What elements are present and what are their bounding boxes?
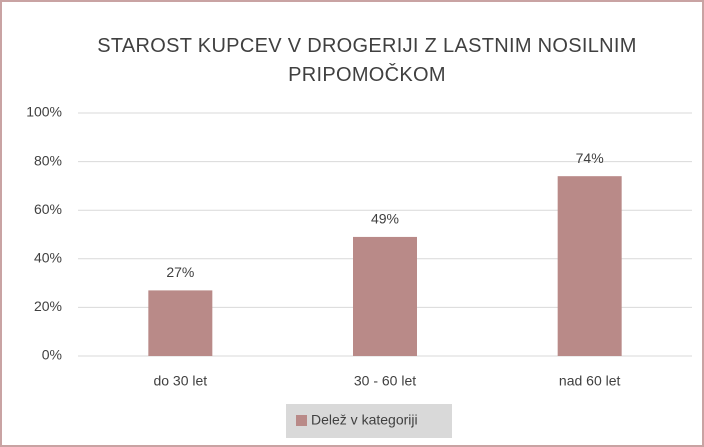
bar: [353, 236, 417, 356]
data-label: 74%: [576, 150, 604, 166]
data-label: 27%: [166, 264, 194, 280]
y-tick-label: 100%: [26, 104, 62, 120]
legend-swatch: [296, 415, 307, 426]
bar: [148, 290, 213, 356]
y-tick-label: 0%: [42, 347, 62, 363]
y-tick-label: 60%: [34, 201, 62, 217]
x-tick-label: 30 - 60 let: [354, 373, 416, 389]
y-tick-label: 80%: [34, 152, 62, 168]
legend-box: [286, 404, 452, 438]
chart-title: STAROST KUPCEV V DROGERIJI Z LASTNIM NOS…: [97, 35, 637, 86]
y-tick-label: 20%: [34, 298, 62, 314]
data-label: 49%: [371, 211, 399, 227]
x-tick-label: do 30 let: [153, 373, 207, 389]
bar: [557, 176, 622, 356]
y-tick-label: 40%: [34, 250, 62, 266]
legend-label: Delež v kategoriji: [311, 412, 418, 428]
x-tick-label: nad 60 let: [559, 373, 621, 389]
